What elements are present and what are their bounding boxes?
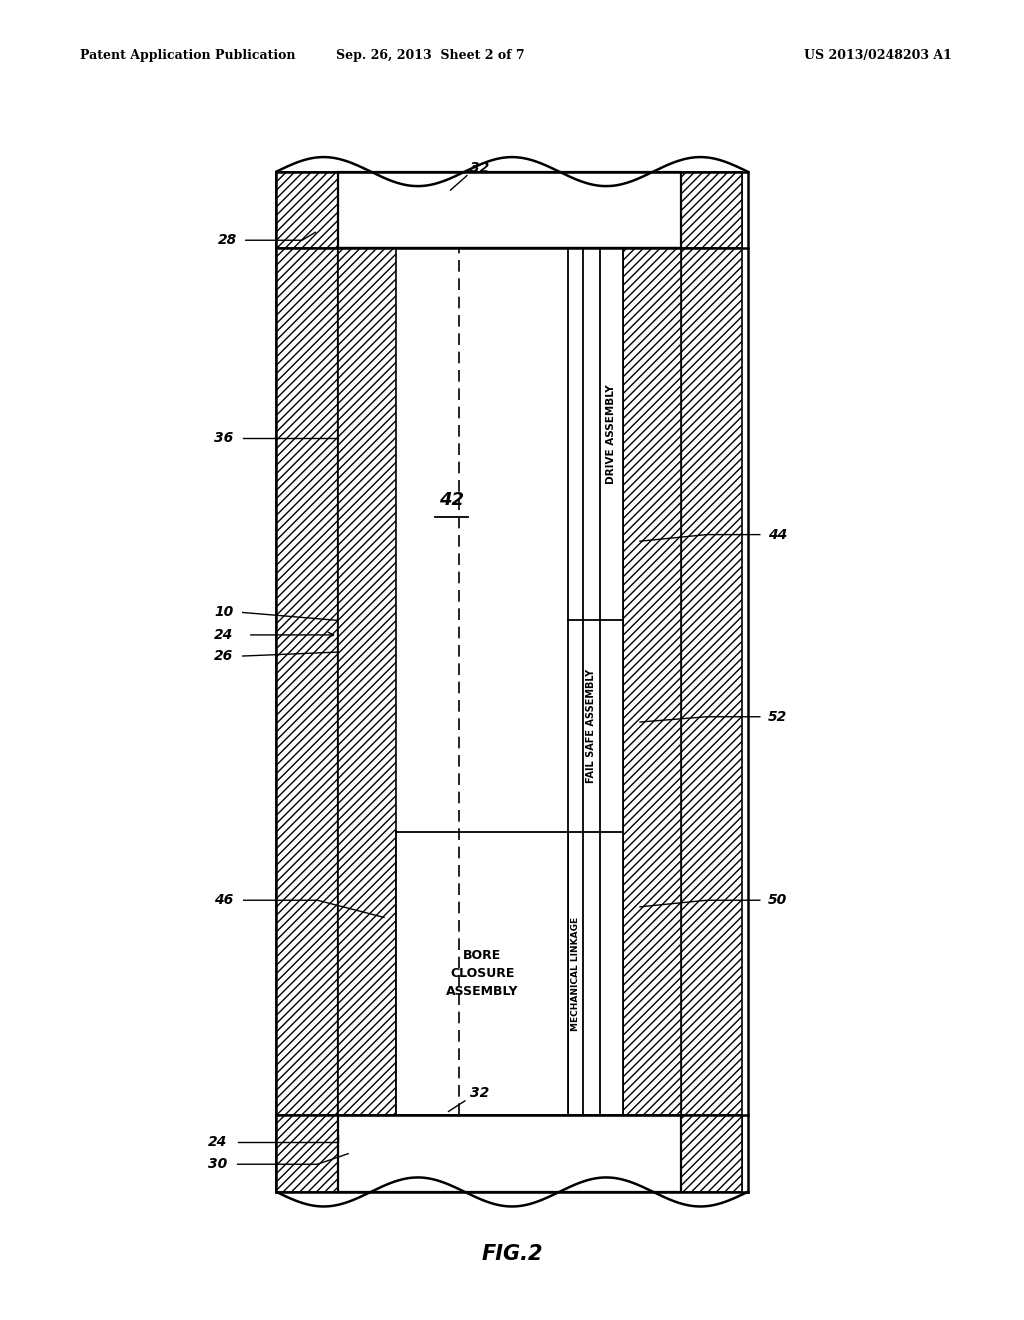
Bar — [338, 248, 681, 1115]
Text: Patent Application Publication: Patent Application Publication — [80, 49, 295, 62]
Text: Sep. 26, 2013  Sheet 2 of 7: Sep. 26, 2013 Sheet 2 of 7 — [336, 49, 524, 62]
Text: 44: 44 — [768, 528, 787, 541]
Text: DRIVE ASSEMBLY: DRIVE ASSEMBLY — [606, 384, 616, 484]
Text: US 2013/0248203 A1: US 2013/0248203 A1 — [804, 49, 951, 62]
Bar — [276, 172, 338, 248]
Text: 26: 26 — [214, 649, 233, 663]
Text: 52: 52 — [768, 710, 787, 723]
Text: 30: 30 — [208, 1158, 227, 1171]
Bar — [681, 172, 742, 1192]
Text: 42: 42 — [439, 491, 464, 510]
Text: 32: 32 — [470, 1086, 488, 1100]
Text: 36: 36 — [214, 432, 233, 445]
Text: MECHANICAL LINKAGE: MECHANICAL LINKAGE — [571, 916, 581, 1031]
Text: 32: 32 — [470, 161, 488, 174]
Text: 10: 10 — [214, 606, 233, 619]
Bar — [396, 832, 568, 1115]
Text: BORE
CLOSURE
ASSEMBLY: BORE CLOSURE ASSEMBLY — [446, 949, 518, 998]
Bar — [338, 1115, 681, 1192]
Bar — [681, 172, 742, 248]
Text: 46: 46 — [214, 894, 233, 907]
Text: 24: 24 — [208, 1135, 227, 1148]
Text: FAIL SAFE ASSEMBLY: FAIL SAFE ASSEMBLY — [587, 669, 596, 783]
Bar — [276, 172, 338, 1192]
Bar — [681, 1115, 742, 1192]
Bar — [338, 248, 396, 1115]
Bar — [623, 248, 681, 1115]
Bar — [276, 1115, 338, 1192]
Text: 28: 28 — [218, 234, 238, 247]
Text: 24: 24 — [214, 628, 233, 642]
Text: FIG.2: FIG.2 — [481, 1243, 543, 1265]
Text: 50: 50 — [768, 894, 787, 907]
Bar — [338, 172, 681, 248]
Bar — [568, 248, 623, 1115]
